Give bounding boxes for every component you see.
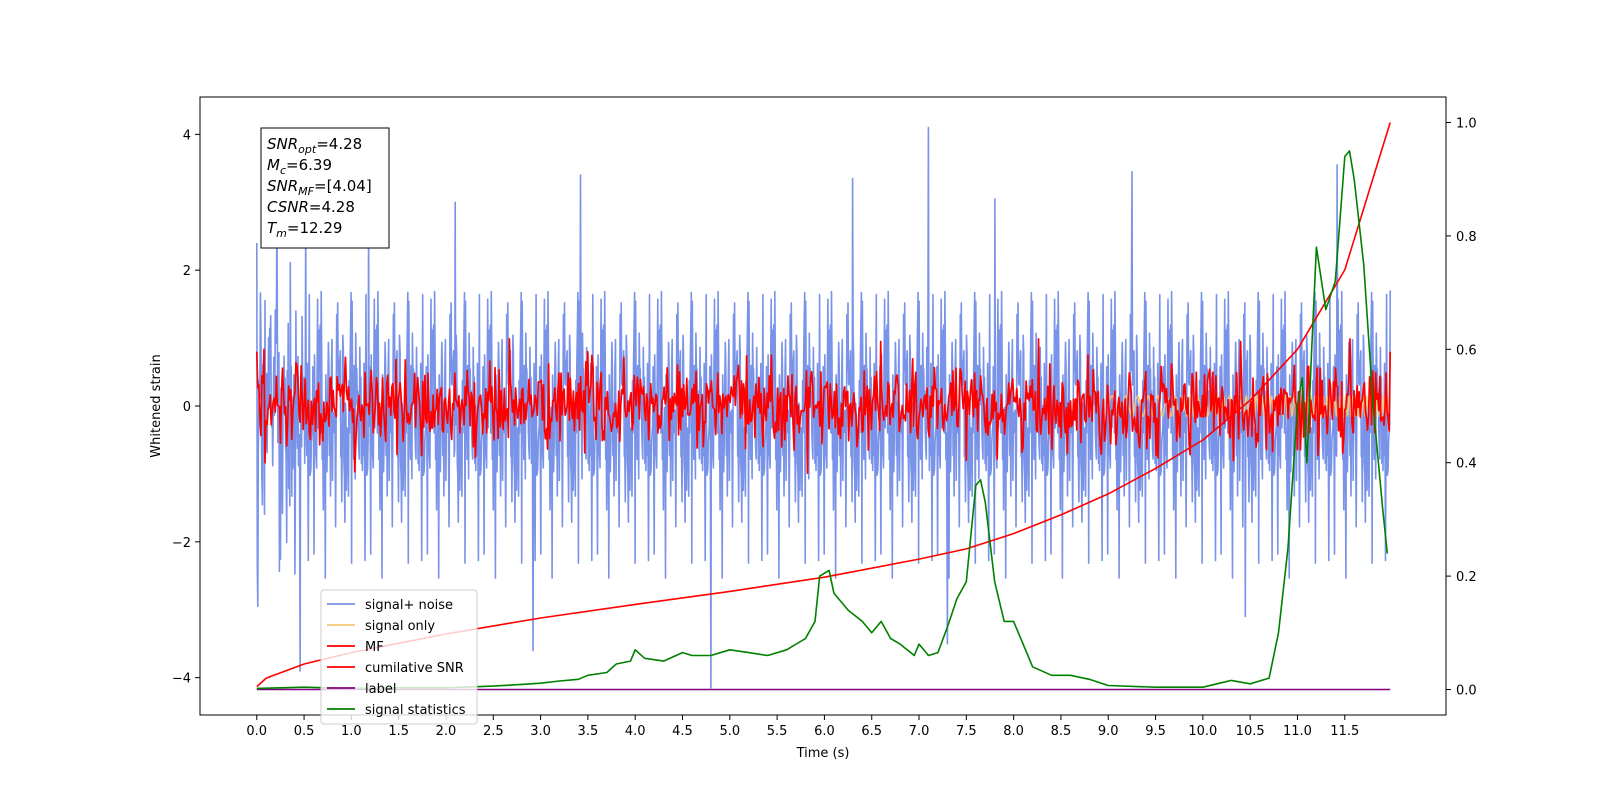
x-tick-label: 8.0 [1003, 724, 1024, 739]
x-tick-label: 1.5 [388, 724, 409, 739]
x-tick-label: 10.5 [1236, 724, 1265, 739]
legend-label: signal only [365, 619, 435, 634]
x-tick-label: 2.5 [483, 724, 504, 739]
legend-label: signal statistics [365, 703, 466, 718]
legend-label: MF [365, 640, 384, 655]
stats-line: CSNR=4.28 [267, 198, 355, 216]
series-mf [255, 337, 1392, 475]
stats-value: =4.28 [309, 198, 355, 216]
y2-tick-label: 0.2 [1456, 570, 1477, 585]
stats-subscript: m [276, 227, 287, 240]
stats-symbol: T [267, 219, 278, 237]
x-tick-label: 6.5 [861, 724, 882, 739]
legend-label: cumilative SNR [365, 661, 464, 676]
y-tick-label: 4 [183, 128, 191, 143]
stats-subscript: opt [298, 143, 317, 156]
y-tick-label: −4 [172, 672, 191, 687]
x-tick-label: 1.0 [341, 724, 362, 739]
stats-line: Mc=6.39 [267, 156, 332, 177]
x-tick-label: 0.0 [246, 724, 267, 739]
x-tick-label: 5.0 [719, 724, 740, 739]
y2-tick-label: 0.0 [1456, 683, 1477, 698]
y2-tick-label: 1.0 [1456, 117, 1477, 132]
x-tick-label: 3.5 [578, 724, 599, 739]
legend-frame [320, 589, 478, 725]
series-signal-statistics [256, 150, 1389, 690]
stats-symbol: M [267, 156, 280, 174]
stats-line: SNRMF=[4.04] [267, 177, 372, 198]
stats-symbol: CSNR [267, 198, 309, 216]
x-tick-label: 6.0 [814, 724, 835, 739]
stats-box-frame [260, 127, 390, 249]
x-tick-label: 11.0 [1283, 724, 1312, 739]
x-tick-label: 0.5 [294, 724, 315, 739]
legend: signal+ noise signal only MF cumilative SNR… [320, 589, 478, 725]
y2-tick-label: 0.8 [1456, 230, 1477, 245]
stats-line: Tm=12.29 [267, 219, 342, 240]
y2-tick-label: 0.4 [1456, 457, 1477, 472]
x-tick-label: 7.5 [956, 724, 977, 739]
stats-value: =6.39 [286, 156, 332, 174]
y2-tick-label: 0.6 [1456, 343, 1477, 358]
x-tick-label: 4.0 [625, 724, 646, 739]
x-tick-label: 7.0 [909, 724, 930, 739]
x-tick-label: 8.5 [1051, 724, 1072, 739]
stats-line: SNRopt=4.28 [267, 135, 362, 156]
legend-label: label [365, 682, 396, 697]
x-tick-label: 4.5 [672, 724, 693, 739]
stats-value: =12.29 [287, 219, 343, 237]
stats-value: =[4.04] [314, 177, 372, 195]
x-tick-label: 9.0 [1098, 724, 1119, 739]
y-tick-label: 0 [183, 400, 191, 415]
y-tick-label: 2 [183, 264, 191, 279]
stats-box: SNRopt=4.28Mc=6.39SNRMF=[4.04]CSNR=4.28T… [260, 127, 390, 249]
y-tick-label: −2 [172, 536, 191, 551]
axes: 0.0 0.5 1.0 1.5 2.0 2.5 3.0 3.5 4.0 4.5 5.0 5.5 6.0 6… [149, 96, 1477, 761]
stats-symbol: SNR [267, 135, 298, 153]
x-tick-label: 9.5 [1145, 724, 1166, 739]
legend-label: signal+ noise [365, 598, 453, 613]
x-axis-label: Time (s) [796, 746, 850, 761]
y-axis-label: Whitened strain [149, 354, 164, 457]
stats-subscript: c [280, 164, 286, 177]
x-tick-label: 2.0 [436, 724, 457, 739]
stats-symbol: SNR [267, 177, 298, 195]
stats-value: =4.28 [316, 135, 362, 153]
x-tick-label: 5.5 [767, 724, 788, 739]
stats-subscript: MF [298, 185, 314, 198]
x-tick-label: 11.5 [1330, 724, 1359, 739]
x-tick-label: 3.0 [530, 724, 551, 739]
x-tick-label: 10.0 [1188, 724, 1217, 739]
